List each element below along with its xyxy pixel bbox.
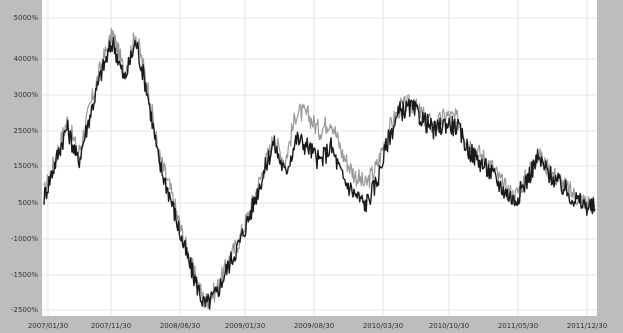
y-tick-label: 500% [18, 199, 38, 207]
x-tick-label: 2007/01/30 [28, 322, 68, 330]
x-tick-label: 2008/06/30 [160, 322, 200, 330]
x-tick-label: 2009/01/30 [225, 322, 265, 330]
y-tick-label: -1000% [11, 235, 38, 243]
series-b-line [43, 36, 596, 310]
x-axis: 2007/01/30 2007/11/30 2008/06/30 2009/01/30… [28, 322, 607, 330]
y-tick-label: -1500% [11, 271, 38, 279]
y-tick-label: 3000% [14, 91, 39, 99]
y-tick-label: 5000% [14, 14, 39, 22]
x-tick-label: 2007/11/30 [91, 322, 131, 330]
x-tick-label: 2010/10/30 [429, 322, 469, 330]
x-tick-label: 2010/03/30 [363, 322, 403, 330]
y-tick-label: 4000% [14, 55, 39, 63]
x-tick-label: 2009/08/30 [294, 322, 334, 330]
series-lines [43, 27, 596, 310]
x-tick-label: 2011/12/30 [567, 322, 607, 330]
y-tick-label: 2500% [14, 127, 39, 135]
x-tick-label: 2011/05/30 [498, 322, 538, 330]
y-tick-label: 1500% [14, 162, 39, 170]
y-axis: 5000% 4000% 3000% 2500% 1500% 500% -1000% -1500… [11, 14, 38, 314]
y-tick-label: -2500% [11, 306, 38, 314]
